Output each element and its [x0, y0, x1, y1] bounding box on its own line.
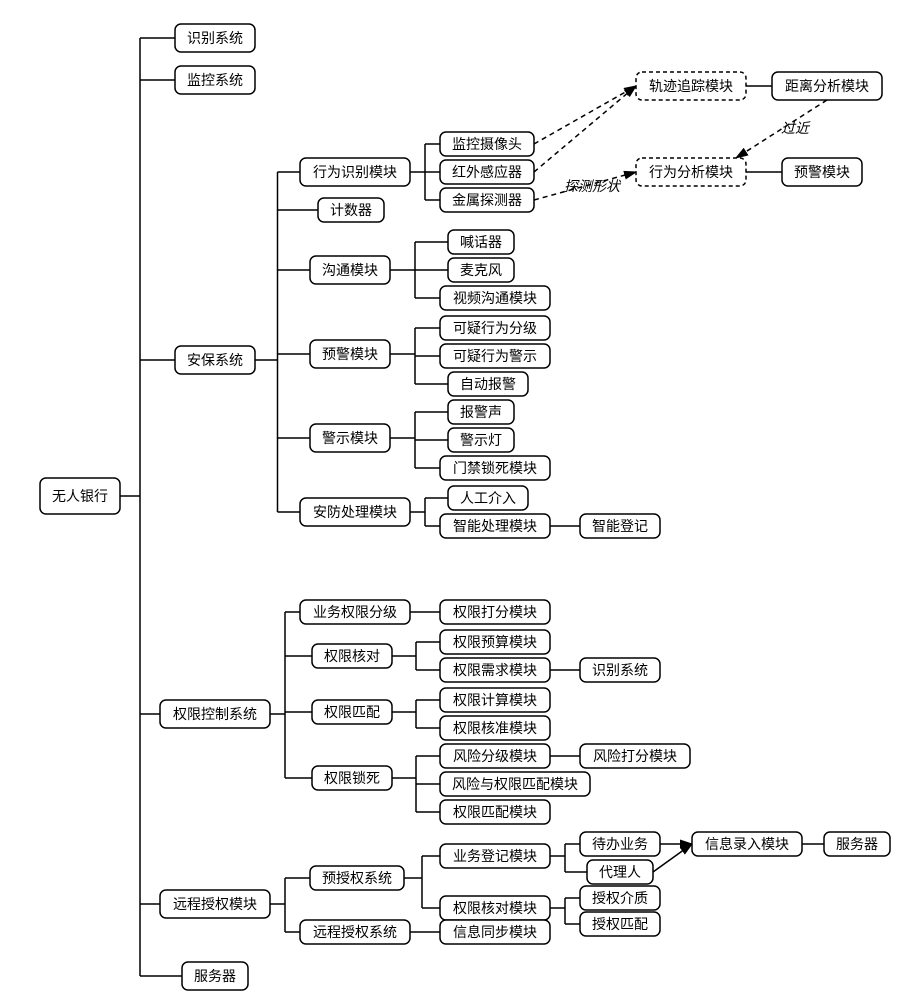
svg-text:过近: 过近: [781, 120, 811, 136]
label-info_sync: 信息同步模块: [453, 924, 537, 940]
label-counter: 计数器: [330, 202, 372, 218]
label-mic: 麦克风: [460, 262, 502, 278]
label-remoteauth: 远程授权系统: [313, 924, 397, 940]
label-monsys: 监控系统: [187, 72, 243, 88]
label-smart_reg: 智能登记: [592, 518, 648, 534]
label-behav_analysis: 行为分析模块: [649, 164, 733, 180]
label-video: 视频沟通模块: [453, 290, 537, 306]
label-remotesys: 远程授权模块: [173, 896, 257, 912]
label-perm_score: 权限打分模块: [453, 604, 537, 620]
label-perm_check_mod: 权限核对模块: [453, 900, 537, 916]
svg-text:探测形状: 探测形状: [564, 178, 622, 194]
label-auth_media: 授权介质: [592, 890, 648, 906]
label-root: 无人银行: [52, 488, 108, 504]
label-manual: 人工介入: [460, 490, 516, 506]
label-perm_budget: 权限预算模块: [453, 634, 537, 650]
label-perm_demand: 权限需求模块: [453, 662, 537, 678]
label-info_entry: 信息录入模块: [705, 836, 789, 852]
label-behavior: 行为识别模块: [313, 164, 397, 180]
label-biz_reg: 业务登记模块: [453, 848, 537, 864]
label-track: 轨迹追踪模块: [649, 78, 733, 94]
label-horn: 喊话器: [460, 234, 502, 250]
label-prewarn2: 预警模块: [794, 164, 850, 180]
label-permsys: 权限控制系统: [173, 706, 257, 722]
label-cam: 监控摄像头: [452, 136, 522, 152]
label-risk_grade: 风险分级模块: [453, 748, 537, 764]
label-ir: 红外感应器: [452, 164, 522, 180]
label-perm_check: 权限核对: [324, 648, 380, 664]
label-secsys: 安保系统: [187, 352, 243, 368]
label-susp_warn: 可疑行为警示: [453, 348, 537, 364]
label-perm_verify: 权限核准模块: [453, 720, 537, 736]
label-idsys2: 识别系统: [592, 662, 648, 678]
label-smart_proc: 智能处理模块: [453, 518, 537, 534]
label-auto_alarm: 自动报警: [460, 376, 516, 392]
tree-diagram: 探测形状过近无人银行识别系统监控系统安保系统权限控制系统远程授权模块服务器行为识…: [0, 0, 923, 1000]
label-warn: 警示模块: [322, 430, 378, 446]
label-risk_score: 风险打分模块: [593, 748, 677, 764]
label-perm_match: 权限匹配: [324, 704, 380, 720]
label-todo: 待办业务: [592, 836, 648, 852]
label-preauth: 预授权系统: [322, 870, 392, 886]
label-biz_grade: 业务权限分级: [313, 604, 397, 620]
label-susp_grade: 可疑行为分级: [453, 320, 537, 336]
label-alarm_sound: 报警声: [460, 404, 502, 420]
label-risk_perm_match: 风险与权限匹配模块: [452, 776, 578, 792]
label-serversys: 服务器: [194, 968, 236, 984]
label-comm: 沟通模块: [322, 262, 378, 278]
label-perm_calc: 权限计算模块: [453, 692, 537, 708]
label-alarm_light: 警示灯: [460, 432, 502, 448]
nodes-layer: 无人银行识别系统监控系统安保系统权限控制系统远程授权模块服务器行为识别模块计数器…: [40, 24, 890, 990]
label-prewarn: 预警模块: [322, 346, 378, 362]
label-metal: 金属探测器: [452, 192, 522, 208]
label-perm_match_mod: 权限匹配模块: [453, 804, 537, 820]
label-agent: 代理人: [599, 864, 641, 880]
label-perm_lock: 权限锁死: [324, 770, 380, 786]
label-auth_match: 授权匹配: [592, 916, 648, 932]
label-door_lock: 门禁锁死模块: [453, 460, 537, 476]
label-server2: 服务器: [836, 836, 878, 852]
label-idsys: 识别系统: [187, 30, 243, 46]
label-dist: 距离分析模块: [785, 78, 869, 94]
label-secproc: 安防处理模块: [313, 504, 397, 520]
